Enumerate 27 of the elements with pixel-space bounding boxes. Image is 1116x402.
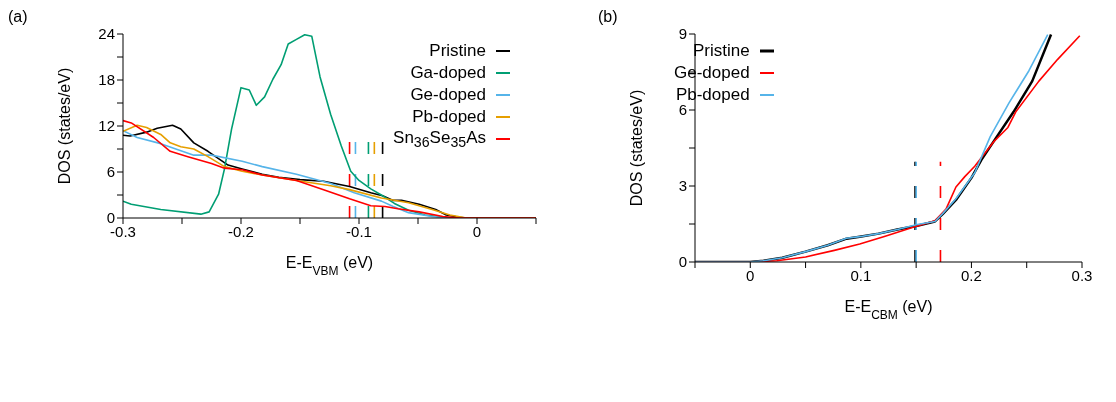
x-tick-label: -0.1 bbox=[346, 222, 372, 240]
x-axis-title: E-E$_{CBM}$ (eV) bbox=[844, 298, 933, 322]
x-tick-label: 0.3 bbox=[1071, 266, 1093, 284]
legend-label: Pb-doped bbox=[412, 107, 486, 127]
y-axis-title: DOS (states/eV) bbox=[56, 67, 73, 185]
x-tick-label: 0.1 bbox=[850, 266, 872, 284]
chart-title: (a) bbox=[8, 8, 28, 26]
x-tick-label: 0 bbox=[472, 222, 482, 240]
legend-label: Pristine bbox=[429, 41, 486, 61]
y-tick-label: 3 bbox=[678, 177, 687, 195]
y-tick-label: 9 bbox=[678, 25, 687, 43]
x-tick-label: 0 bbox=[746, 266, 755, 284]
y-tick-label: 18 bbox=[98, 71, 115, 89]
legend-label: Ga-doped bbox=[410, 63, 486, 83]
y-tick-label: 12 bbox=[98, 117, 115, 135]
legend-label: Ge-doped bbox=[410, 85, 486, 105]
legend-label: Ge-doped bbox=[674, 63, 750, 83]
x-tick-label: -0.2 bbox=[228, 222, 254, 240]
y-tick-label: 0 bbox=[678, 253, 687, 271]
y-tick-label: 24 bbox=[98, 25, 115, 43]
legend-label: Sn$_{36}$Se$_{35}$As bbox=[393, 127, 486, 151]
chart-title: (b) bbox=[598, 8, 618, 26]
y-axis-title: DOS (states/eV) bbox=[628, 89, 645, 207]
x-tick-label: 0.2 bbox=[961, 266, 982, 284]
legend-label: Pristine bbox=[692, 41, 750, 61]
x-axis-title: E-E$_{VBM}$ (eV) bbox=[285, 254, 374, 278]
y-tick-label: 6 bbox=[106, 163, 115, 181]
